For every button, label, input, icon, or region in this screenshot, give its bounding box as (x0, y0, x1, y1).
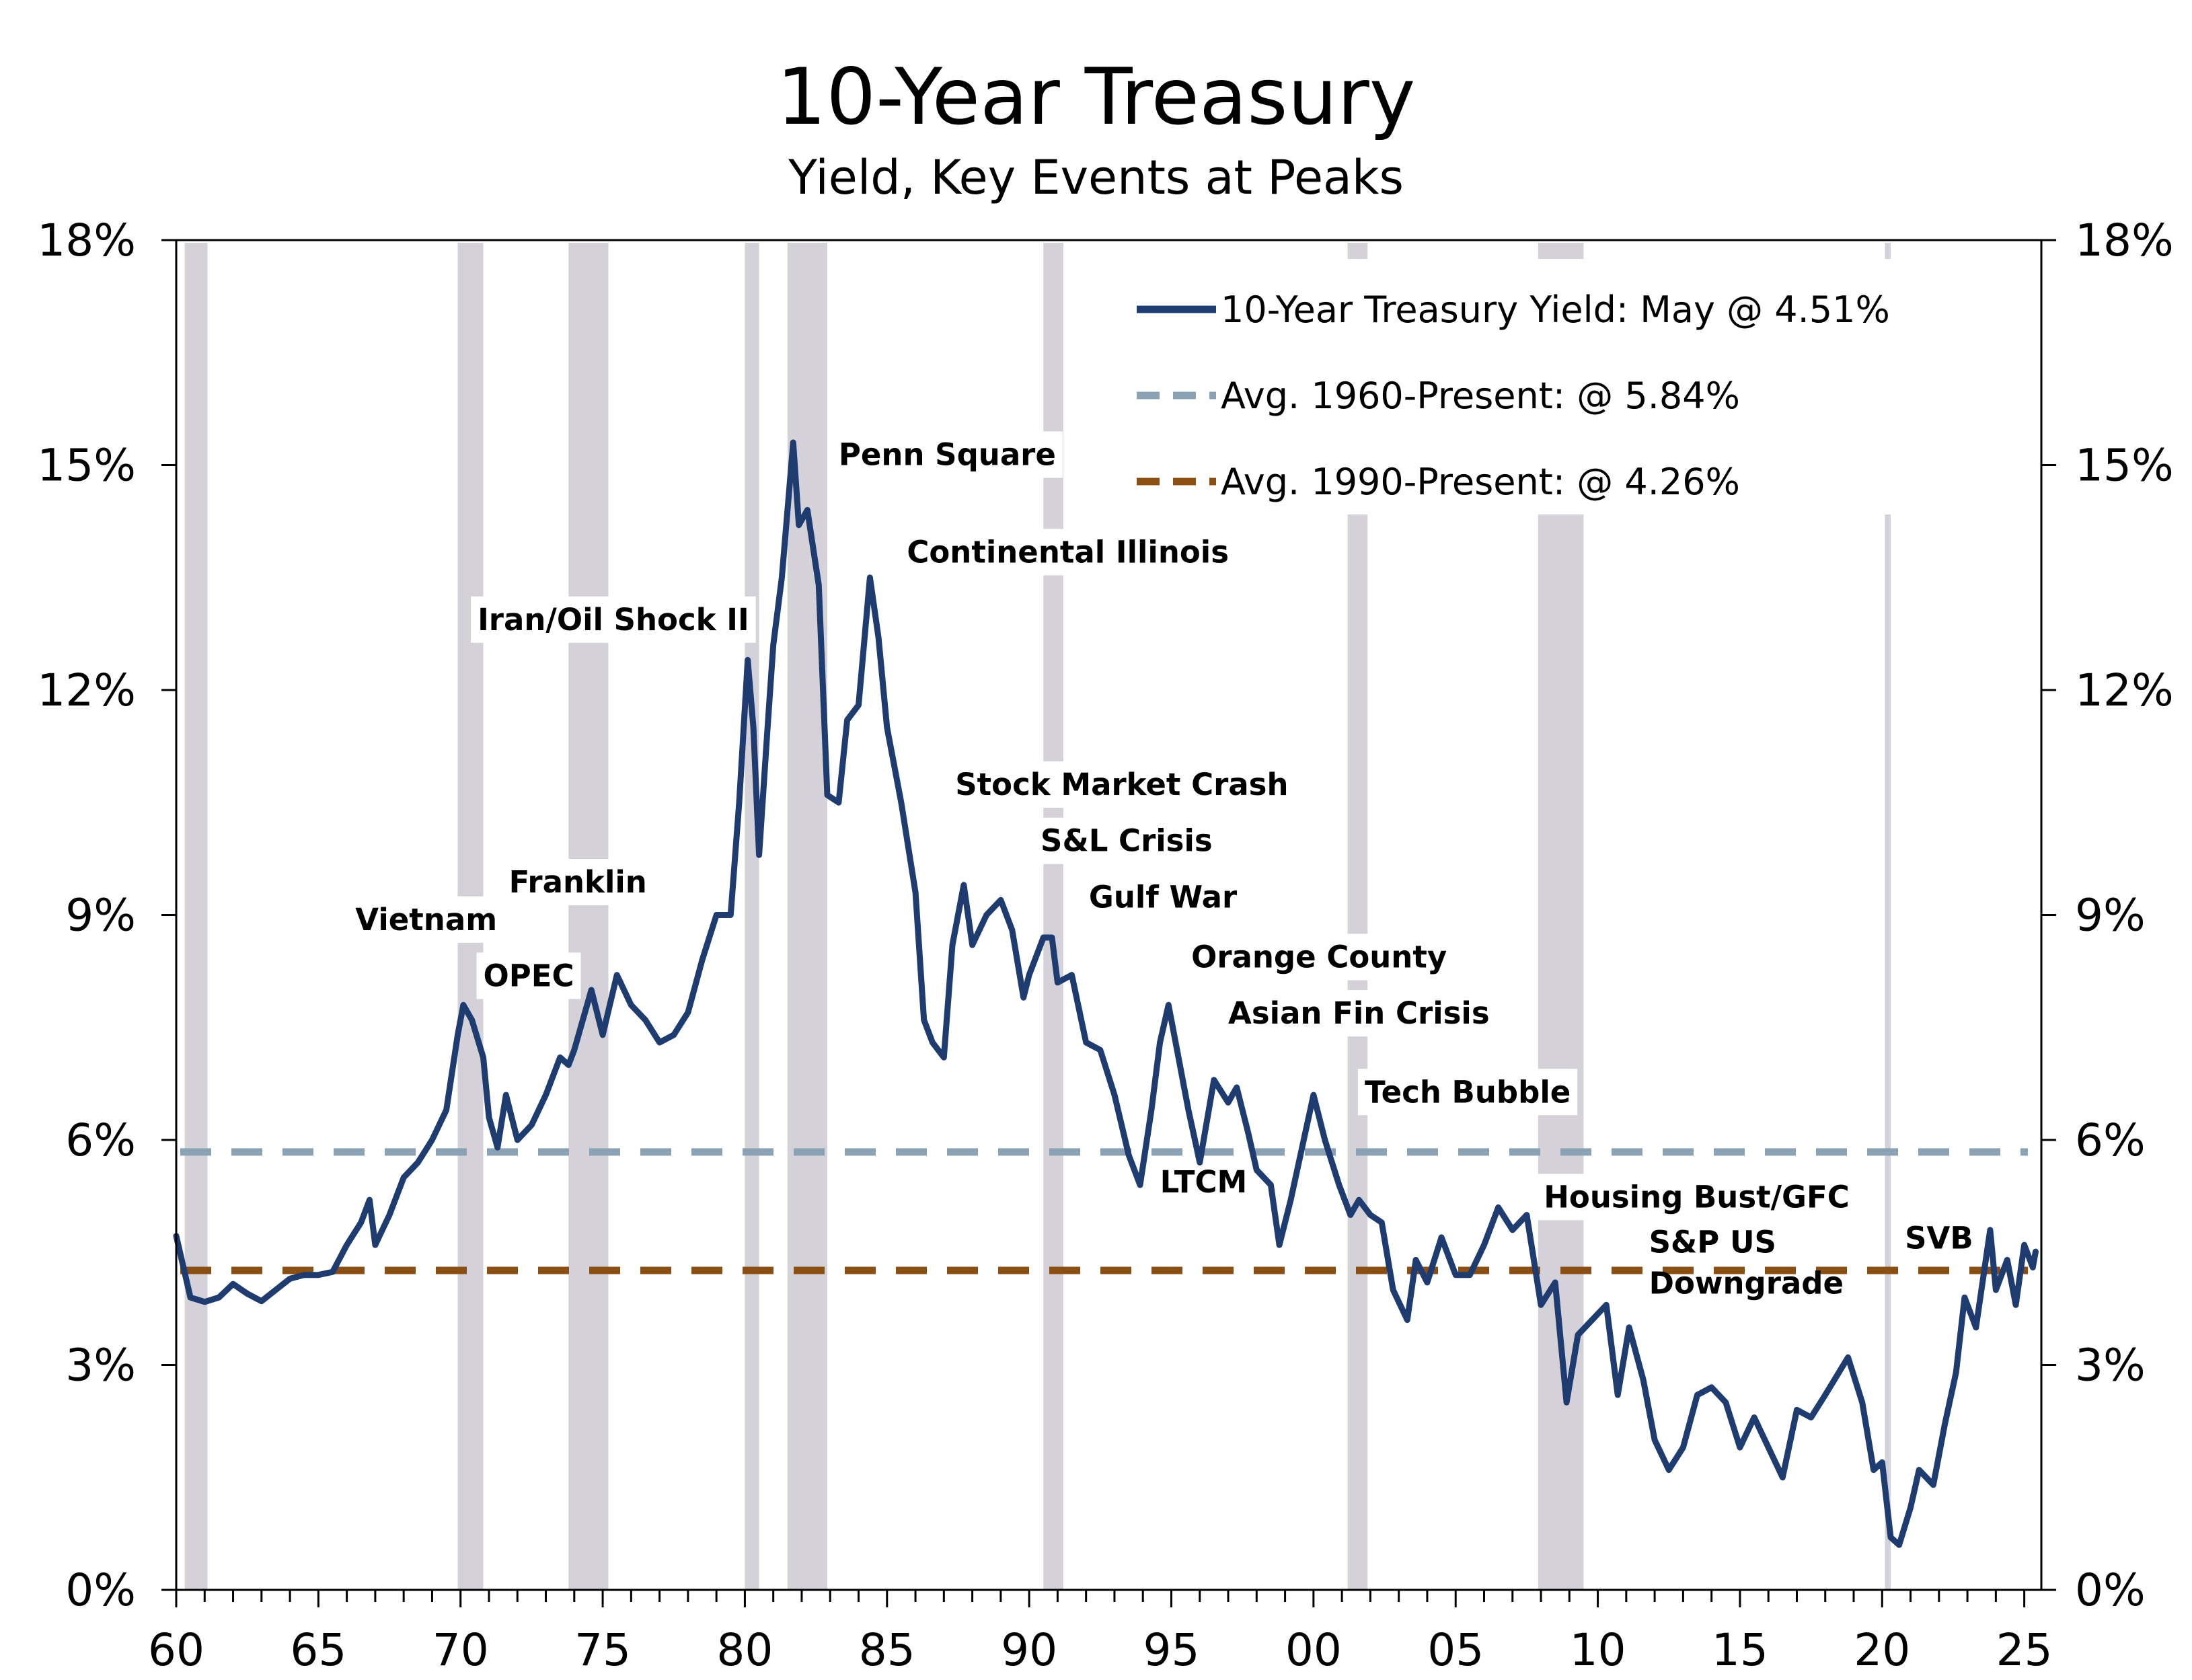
event-label-backdrop (900, 529, 1236, 576)
event-label: OPEC (484, 958, 574, 993)
event-label: Housing Bust/GFC (1544, 1179, 1850, 1215)
event-label-backdrop (1034, 817, 1219, 864)
y-tick-label-right: 9% (2075, 890, 2146, 942)
axes: 0% 0% 3% 3% 6% 6% 9% 9% 12% 12% 15% 15% 18% 18% 60 65 70… (37, 215, 2173, 1676)
annotation-backgrounds (348, 431, 1980, 1307)
event-label: Orange County (1191, 940, 1447, 975)
y-tick-label-left: 18% (37, 215, 136, 266)
x-tick-label: 25 (1996, 1624, 2053, 1676)
event-label: Iran/Oil Shock II (478, 602, 749, 638)
event-label: Vietnam (355, 902, 497, 938)
average-lines (180, 1148, 2028, 1274)
x-tick-label: 20 (1854, 1624, 1910, 1676)
event-label-backdrop (1153, 1159, 1254, 1206)
y-tick-label-right: 6% (2075, 1114, 2146, 1166)
yield-line (173, 439, 2039, 1548)
x-tick-label: 15 (1712, 1624, 1768, 1676)
x-tick-label: 05 (1427, 1624, 1484, 1676)
event-label: Penn Square (839, 437, 1056, 473)
y-tick-label-right: 0% (2075, 1564, 2146, 1616)
y-tick-label-left: 9% (65, 890, 136, 942)
recession-band (1885, 243, 1891, 1590)
y-tick-label-left: 0% (65, 1564, 136, 1616)
chart-subtitle: Yield, Key Events at Peaks (788, 150, 1404, 205)
y-tick-label-left: 3% (65, 1340, 136, 1391)
event-label-backdrop (476, 952, 581, 999)
event-label-backdrop (1642, 1219, 1783, 1266)
event-label-backdrop (471, 596, 756, 643)
x-tick-label: 65 (290, 1624, 346, 1676)
event-label: SVB (1905, 1221, 1973, 1256)
event-label: Downgrade (1649, 1266, 1844, 1301)
event-label-backdrop (348, 896, 504, 943)
legend-label: Avg. 1990-Present: @ 4.26% (1221, 461, 1740, 503)
y-tick-label-right: 15% (2075, 440, 2174, 492)
event-label: Franklin (509, 864, 647, 900)
y-tick-label-left: 12% (37, 664, 136, 716)
event-label-backdrop (502, 859, 654, 906)
event-label-backdrop (831, 431, 1063, 478)
x-tick-label: 60 (148, 1624, 204, 1676)
y-tick-label-left: 15% (37, 440, 136, 492)
y-tick-label-right: 18% (2075, 215, 2174, 266)
x-tick-label: 95 (1143, 1624, 1200, 1676)
recession-band (184, 243, 208, 1590)
event-label: Stock Market Crash (955, 767, 1288, 802)
event-label: S&L Crisis (1041, 823, 1213, 859)
event-label: Tech Bubble (1365, 1074, 1571, 1110)
event-label-backdrop (1082, 874, 1244, 921)
recession-band (568, 243, 609, 1590)
event-label: Gulf War (1089, 879, 1238, 915)
legend-label: 10-Year Treasury Yield: May @ 4.51% (1221, 289, 1890, 331)
y-tick-label-right: 3% (2075, 1340, 2146, 1391)
yield-series (173, 439, 2039, 1548)
legend-box (1117, 259, 1998, 514)
x-tick-label: 10 (1570, 1624, 1626, 1676)
event-label-backdrop (1184, 933, 1454, 981)
y-tick-label-left: 6% (65, 1114, 136, 1166)
event-label-backdrop (1221, 990, 1497, 1037)
event-label: Asian Fin Crisis (1228, 995, 1490, 1031)
x-tick-label: 70 (432, 1624, 489, 1676)
event-label: Continental Illinois (907, 534, 1229, 570)
event-label-backdrop (1898, 1215, 1980, 1262)
x-tick-label: 00 (1285, 1624, 1342, 1676)
event-label-backdrop (948, 761, 1295, 808)
legend-label: Avg. 1960-Present: @ 5.84% (1221, 375, 1740, 417)
x-tick-label: 90 (1001, 1624, 1057, 1676)
x-tick-label: 80 (716, 1624, 773, 1676)
event-label: LTCM (1160, 1164, 1248, 1200)
y-tick-label-right: 12% (2075, 664, 2174, 716)
x-tick-label: 75 (574, 1624, 631, 1676)
event-label-backdrop (1357, 1069, 1578, 1116)
recession-band (745, 243, 759, 1590)
event-annotations: Penn Square Continental Illinois Iran/Oil … (355, 437, 1973, 1301)
legend: 10-Year Treasury Yield: May @ 4.51% Avg. … (1117, 259, 1998, 514)
chart-title: 10-Year Treasury (776, 52, 1416, 143)
x-tick-label: 85 (859, 1624, 915, 1676)
event-label-backdrop (1537, 1174, 1856, 1221)
event-label: S&P US (1649, 1224, 1776, 1260)
